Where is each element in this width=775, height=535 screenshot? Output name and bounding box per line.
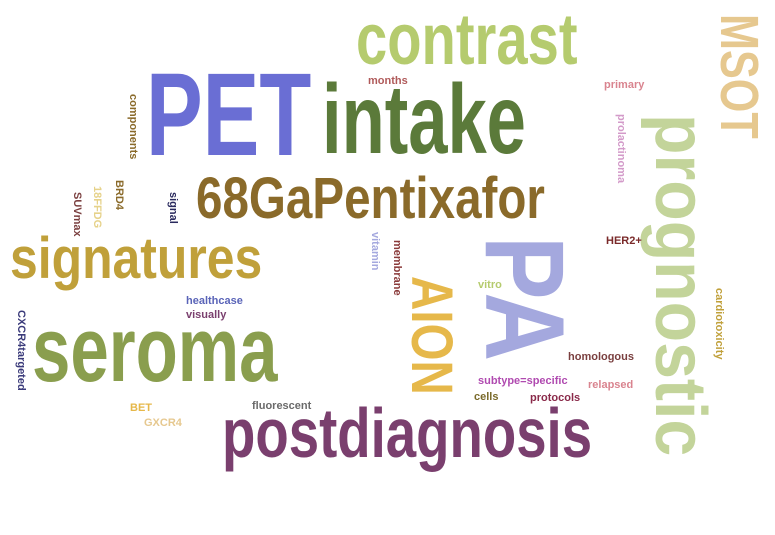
- word-intake: intake: [322, 64, 526, 174]
- word-68gapentixafor: 68GaPentixafor: [196, 166, 545, 231]
- word-homologous: homologous: [568, 351, 634, 363]
- word-her2plus: HER2+: [606, 235, 642, 247]
- word-brd4: BRD4: [113, 180, 125, 210]
- word-suvmax: SUVmax: [71, 192, 83, 237]
- word-protocols: protocols: [530, 392, 581, 404]
- word-seroma: seroma: [32, 299, 278, 401]
- word-primary: primary: [604, 79, 645, 91]
- word-cells: cells: [474, 391, 499, 403]
- word-fluorescent: fluorescent: [252, 400, 312, 412]
- word-aion: AION: [399, 276, 464, 395]
- word-vitamin: vitamin: [369, 232, 381, 271]
- word-components: components: [127, 94, 139, 160]
- word-prolactinoma: prolactinoma: [615, 114, 627, 184]
- word-cardiotoxicity: cardiotoxicity: [713, 288, 725, 360]
- word-healthcase: healthcase: [186, 295, 243, 307]
- word-pa: PA: [462, 236, 587, 362]
- word-subtype-specific: subtype=specific: [478, 375, 568, 387]
- word-cxcr4targeted: CXCR4targeted: [15, 310, 27, 391]
- word-contrast: contrast: [356, 0, 578, 80]
- word-months: months: [368, 75, 408, 87]
- word-18ffdg: 18FFDG: [91, 186, 103, 229]
- word-msot: MSOT: [709, 14, 769, 139]
- word-vitro: vitro: [478, 279, 502, 291]
- word-gxcr4: GXCR4: [144, 417, 182, 429]
- word-postdiagnosis: postdiagnosis: [222, 394, 593, 472]
- word-visually: visually: [186, 309, 227, 321]
- word-pet: PET: [146, 49, 312, 181]
- word-bet: BET: [130, 402, 152, 414]
- word-membrane: membrane: [391, 240, 403, 296]
- word-signatures: signatures: [10, 226, 263, 291]
- word-relapsed: relapsed: [588, 379, 634, 391]
- word-prognostic: prognostic: [640, 114, 720, 457]
- word-signal: signal: [167, 192, 179, 224]
